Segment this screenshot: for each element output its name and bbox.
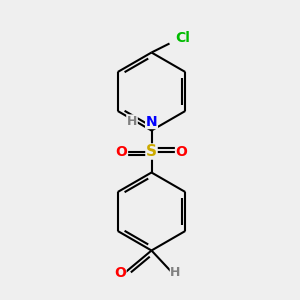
Text: O: O <box>116 145 128 158</box>
Text: O: O <box>176 145 188 158</box>
Text: O: O <box>114 266 126 280</box>
Text: H: H <box>127 115 137 128</box>
Text: S: S <box>146 144 157 159</box>
Text: Cl: Cl <box>176 31 190 44</box>
Text: N: N <box>146 115 157 128</box>
Text: H: H <box>170 266 181 280</box>
